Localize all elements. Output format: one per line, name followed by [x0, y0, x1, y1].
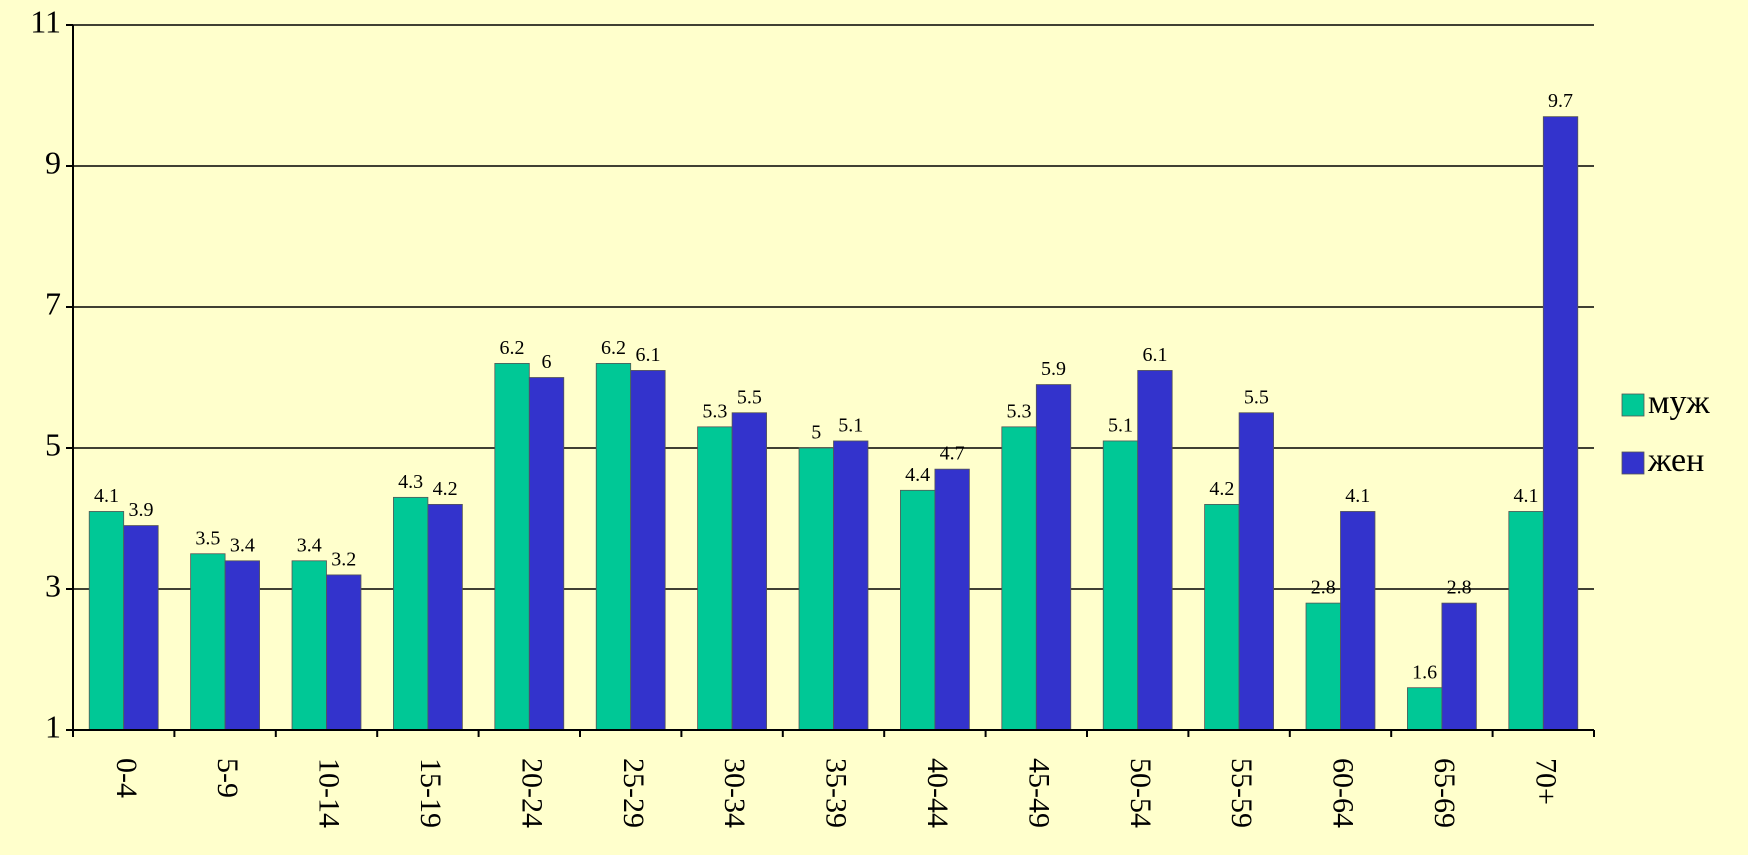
data-label: 4.1: [1514, 485, 1539, 507]
x-tick-label: 35-39: [820, 758, 853, 828]
data-label: 5.3: [1007, 400, 1032, 422]
data-label: 3.9: [128, 499, 153, 521]
bar: [1407, 687, 1443, 731]
data-label: 2.8: [1447, 577, 1472, 599]
data-label: 3.4: [230, 534, 255, 556]
x-tick-label: 20-24: [515, 758, 548, 828]
bar: [427, 503, 463, 731]
bar: [1001, 426, 1037, 731]
bar: [697, 426, 733, 731]
bar: [1102, 440, 1139, 731]
x-tick-label: 15-19: [414, 758, 447, 828]
legend-swatch: [1621, 451, 1645, 475]
data-label: 2.8: [1311, 577, 1336, 599]
data-label: 5.5: [737, 386, 762, 408]
legend-swatch: [1621, 393, 1645, 417]
bar: [224, 560, 260, 731]
x-tick-label: 55-59: [1225, 758, 1258, 828]
bar: [1238, 412, 1274, 731]
bar: [1305, 602, 1341, 731]
y-tick-label: 11: [30, 3, 61, 39]
bar: [833, 440, 869, 731]
x-tick-label: 25-29: [617, 758, 650, 828]
data-label: 5.1: [1108, 415, 1133, 437]
bar: [1508, 511, 1544, 731]
data-label: 9.7: [1548, 90, 1573, 112]
legend-label: муж: [1648, 384, 1710, 421]
bar: [1441, 602, 1477, 731]
bar: [291, 560, 327, 731]
legend-label: жен: [1647, 442, 1704, 479]
y-tick-label: 3: [45, 567, 61, 603]
data-label: 4.3: [398, 471, 423, 493]
bar: [326, 574, 362, 731]
bar: [595, 362, 632, 731]
x-tick-label: 60-64: [1327, 758, 1360, 828]
bar: [190, 553, 226, 731]
y-tick-label: 1: [45, 708, 61, 744]
data-label: 5.5: [1244, 386, 1269, 408]
bar: [528, 377, 565, 731]
y-tick-label: 5: [45, 426, 61, 462]
x-tick-label: 30-34: [718, 758, 751, 828]
x-tick-label: 65-69: [1428, 758, 1461, 828]
bar: [123, 525, 159, 731]
x-tick-label: 5-9: [211, 758, 244, 798]
bar: [1340, 511, 1376, 731]
data-label: 4.1: [1345, 485, 1370, 507]
data-label: 6.2: [500, 337, 525, 359]
data-label: 4.2: [433, 478, 458, 500]
bar: [934, 468, 970, 731]
bar: [1542, 116, 1579, 731]
data-label: 4.1: [94, 485, 119, 507]
bar: [393, 496, 429, 731]
data-label: 6.1: [635, 344, 660, 366]
x-tick-label: 0-4: [110, 758, 143, 798]
bar: [1137, 370, 1173, 731]
y-tick-label: 7: [45, 285, 61, 321]
data-label: 5.1: [838, 415, 863, 437]
x-tick-label: 40-44: [921, 758, 954, 828]
bar: [1035, 384, 1072, 731]
bar: [630, 370, 666, 731]
data-label: 5.9: [1041, 358, 1066, 380]
bar: [900, 489, 936, 731]
data-label: 5: [811, 422, 821, 444]
x-tick-label: 50-54: [1124, 758, 1157, 828]
bar: [494, 362, 530, 731]
bar: [798, 447, 834, 731]
data-label: 4.2: [1209, 478, 1234, 500]
bar: [731, 412, 767, 731]
data-label: 3.4: [297, 534, 322, 556]
data-label: 6.1: [1142, 344, 1167, 366]
bar: [88, 511, 125, 731]
data-label: 4.7: [940, 443, 965, 465]
data-label: 5.3: [702, 400, 727, 422]
data-label: 6: [542, 351, 552, 373]
data-label: 4.4: [905, 464, 930, 486]
y-tick-label: 9: [45, 144, 61, 180]
data-label: 3.2: [331, 548, 356, 570]
data-label: 6.2: [601, 337, 626, 359]
data-label: 3.5: [195, 527, 220, 549]
x-tick-label: 10-14: [313, 758, 346, 828]
bar: [1204, 503, 1240, 731]
data-label: 1.6: [1412, 661, 1437, 683]
x-tick-label: 45-49: [1022, 758, 1055, 828]
x-tick-label: 70+: [1529, 758, 1562, 805]
